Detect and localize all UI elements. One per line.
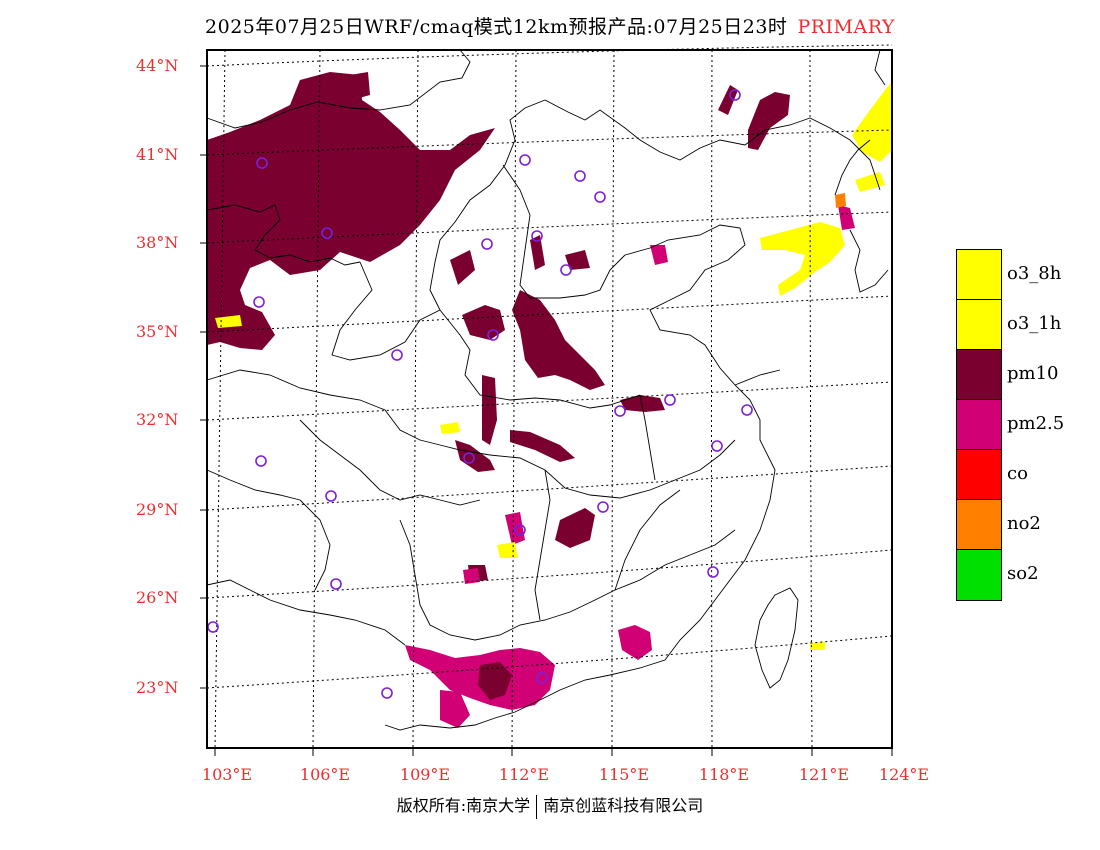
legend-item-co: co	[957, 450, 1028, 500]
pm10-strip-east	[620, 395, 665, 412]
no2-patch-liaoning	[835, 193, 846, 208]
lat-label-29: 29°N	[136, 500, 179, 519]
pm10-region-central2	[462, 305, 505, 340]
legend-item-pm10: pm10	[957, 350, 1059, 400]
lon-label-124: 124°E	[878, 765, 930, 784]
lat-label-26: 26°N	[136, 588, 179, 607]
pm10-strip-northeast	[718, 85, 738, 115]
copyright-left: 版权所有:南京大学	[396, 796, 531, 815]
pm10-region-central	[512, 290, 605, 390]
legend-label: so2	[1007, 563, 1039, 584]
footer-separator	[536, 794, 538, 819]
boundaries	[206, 49, 889, 731]
o3-patch-taiwan	[810, 642, 825, 650]
copyright-right: 南京创蓝科技有限公司	[543, 796, 704, 815]
map-title: 2025年07月25日WRF/cmaq模式12km预报产品:07月25日23时 P…	[0, 12, 1100, 39]
pm25-region-west	[440, 690, 470, 728]
city-markers	[207, 89, 753, 699]
lat-label-32: 32°N	[136, 410, 179, 429]
pm25-region-east	[618, 625, 652, 660]
pm10-strip-hubei	[455, 440, 495, 472]
lat-label-38: 38°N	[136, 233, 179, 252]
pm10-in-guangdong	[478, 662, 512, 700]
pm25-strip-hunan	[463, 568, 480, 584]
o3-patch-hubei	[440, 422, 460, 434]
lat-label-44: 44°N	[136, 56, 179, 75]
legend-label: pm2.5	[1007, 413, 1065, 434]
legend-item-no2: no2	[957, 500, 1041, 550]
pm10-strip-henan2	[565, 250, 590, 270]
legend-label: co	[1007, 463, 1028, 484]
pm25-patch-liaoning	[838, 205, 855, 230]
pm10-region-northwest	[207, 72, 495, 350]
lon-label-109: 109°E	[399, 765, 451, 784]
pm10-strip-west	[450, 250, 475, 285]
lon-label-118: 118°E	[698, 765, 750, 784]
legend: o3_8h o3_1h pm10 pm2.5 co no2 so2	[956, 249, 1064, 601]
map-frame	[206, 49, 893, 749]
legend-item-so2: so2	[957, 550, 1039, 600]
pollution-regions	[207, 72, 892, 728]
o3-region-northeast	[852, 82, 892, 162]
legend-item-pm25: pm2.5	[957, 400, 1064, 450]
legend-label: no2	[1007, 513, 1041, 534]
legend-item-o3-1h: o3_1h	[957, 300, 1061, 350]
legend-label: o3_8h	[1007, 263, 1062, 284]
title-tag: PRIMARY	[797, 16, 895, 38]
legend-item-o3-8h: o3_8h	[957, 250, 1061, 300]
copyright-footer: 版权所有:南京大学 南京创蓝科技有限公司	[0, 792, 1100, 819]
tick-marks	[200, 65, 893, 756]
lat-label-35: 35°N	[136, 322, 179, 341]
lon-label-112: 112°E	[498, 765, 550, 784]
lon-label-106: 106°E	[299, 765, 351, 784]
lon-label-103: 103°E	[201, 765, 253, 784]
lat-label-23: 23°N	[136, 678, 179, 697]
pm25-patch-hebei	[650, 245, 668, 265]
legend-label: pm10	[1007, 363, 1059, 384]
lon-label-115: 115°E	[598, 765, 650, 784]
legend-label: o3_1h	[1007, 313, 1062, 334]
pm10-strip-jiangxi	[555, 508, 595, 548]
pm10-patch-north	[350, 72, 370, 100]
pm10-region-northeast	[748, 92, 790, 150]
o3-patch-west	[215, 315, 242, 328]
o3-region-bohai	[760, 222, 845, 296]
pm10-strip-middle	[510, 430, 575, 462]
o3-region-korea	[855, 172, 885, 192]
lon-label-121: 121°E	[798, 765, 850, 784]
title-text: 2025年07月25日WRF/cmaq模式12km预报产品:07月25日23时	[205, 16, 788, 38]
lat-label-41: 41°N	[136, 145, 179, 164]
pm10-strip-shanxi	[530, 235, 545, 270]
pm10-strip-central3	[482, 375, 497, 445]
